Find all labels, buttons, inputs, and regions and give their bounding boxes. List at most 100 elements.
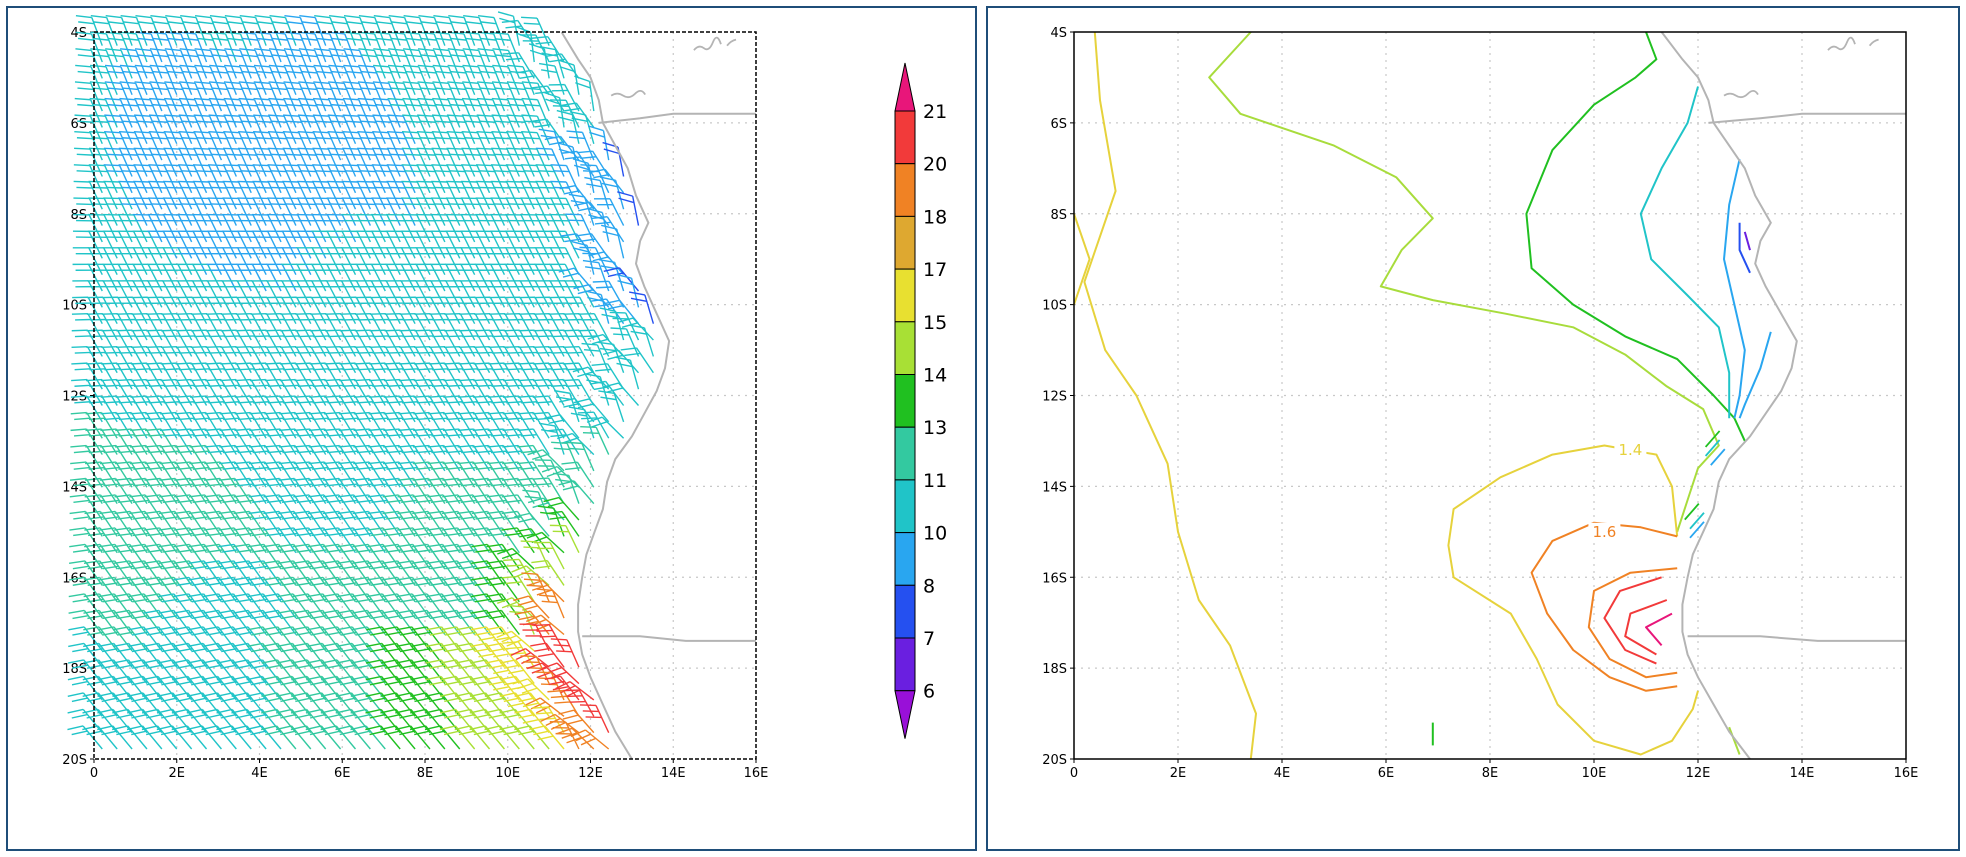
contour-line [1587,567,1678,679]
wind-barb [84,510,118,537]
contour-line [1728,726,1741,755]
wind-barb [232,560,267,586]
wind-barb [548,83,580,112]
wind-barb [600,224,625,259]
contour-label-bg [1614,441,1647,460]
wind-barb [293,477,327,505]
wind-barb [428,411,461,439]
wind-barb [233,527,267,554]
wind-barb [249,395,282,423]
wind-barb [396,593,431,619]
wind-barb [352,543,386,570]
wind-barb [546,510,580,537]
wind-barb [84,477,118,505]
left-panel-frame: 0 2E 4E 6E 8E 10E 12E 14E 16E 4S 6S 8S 10S 12S 14S 16S 1… [6,6,977,851]
wind-barb [101,345,133,374]
wind-barb [247,576,282,603]
wind-barb [367,494,401,521]
wind-barb [457,461,491,488]
wind-barb [428,395,461,423]
wind-barb [485,609,520,635]
wind-barb [396,576,431,603]
wind-barb [233,510,267,537]
wind-barb [366,626,401,652]
wind-barb [292,527,327,554]
wind-barb [561,461,595,488]
wind-barb [203,527,237,554]
wind-barb [531,36,565,63]
wind-barb [175,362,208,390]
wind-barb [487,411,520,439]
wind-barb [99,477,133,505]
wind-barb [381,576,416,603]
wind-barb [471,543,506,570]
wind-barb [502,52,535,79]
colorbar-label: 8 [923,575,935,597]
wind-barb [546,428,580,455]
wind-barb [383,411,416,439]
wind-barb [503,378,535,406]
wind-barb [234,411,267,439]
right-plot-border [1073,31,1907,760]
wind-barb [582,259,610,292]
wind-barb [175,395,208,423]
wind-barb [443,411,476,439]
wind-barb [441,543,476,570]
wind-barb [113,593,148,619]
wind-barb [338,411,371,439]
wind-barb [202,626,237,652]
wind-barb [410,626,446,652]
right-river [1868,38,1879,47]
wind-barb [381,593,416,619]
wind-barb [126,725,163,750]
wind-barb [411,543,446,570]
wind-barb [294,395,327,423]
wind-barb [569,111,595,144]
wind-barb [441,560,476,586]
wind-barb [485,642,520,668]
wind-barb [536,588,565,619]
contour-line [1447,444,1699,756]
left-river [693,36,722,51]
wind-barb [456,560,491,586]
wind-barb [203,494,237,521]
wind-barb [115,411,148,439]
wind-barb [441,593,476,619]
y-tick-label: 6S [70,117,87,132]
wind-barb [279,362,312,390]
wind-barb [248,461,282,488]
wind-barb [351,626,386,652]
wind-barb [562,362,595,390]
wind-barb [114,477,148,505]
wind-barb [277,593,312,619]
colorbar-label: 11 [923,470,947,492]
wind-barb [534,541,565,570]
wind-barb [143,593,178,619]
wind-barb [218,543,252,570]
wind-barb [141,725,178,750]
wind-barb [557,432,595,456]
wind-barb [617,191,640,226]
wind-barb [492,32,520,63]
wind-barb [71,345,103,374]
wind-barb [279,428,312,455]
wind-barb [367,527,401,554]
wind-barb [144,428,178,455]
wind-barb [234,378,267,406]
wind-barb [440,626,476,652]
wind-barb [292,560,327,586]
wind-barb [275,725,312,750]
wind-barb [598,390,625,423]
wind-barb [335,725,371,750]
wind-barb [232,593,267,619]
wind-barb [205,362,237,390]
wind-barb [203,543,237,570]
colorbar-label: 18 [923,206,947,228]
wind-barb [565,441,595,472]
wind-barb [368,461,401,488]
wind-barb [101,362,133,390]
wind-barb [426,543,461,570]
wind-barb [512,678,550,701]
wind-barb [74,147,103,177]
wind-barb [98,576,133,603]
